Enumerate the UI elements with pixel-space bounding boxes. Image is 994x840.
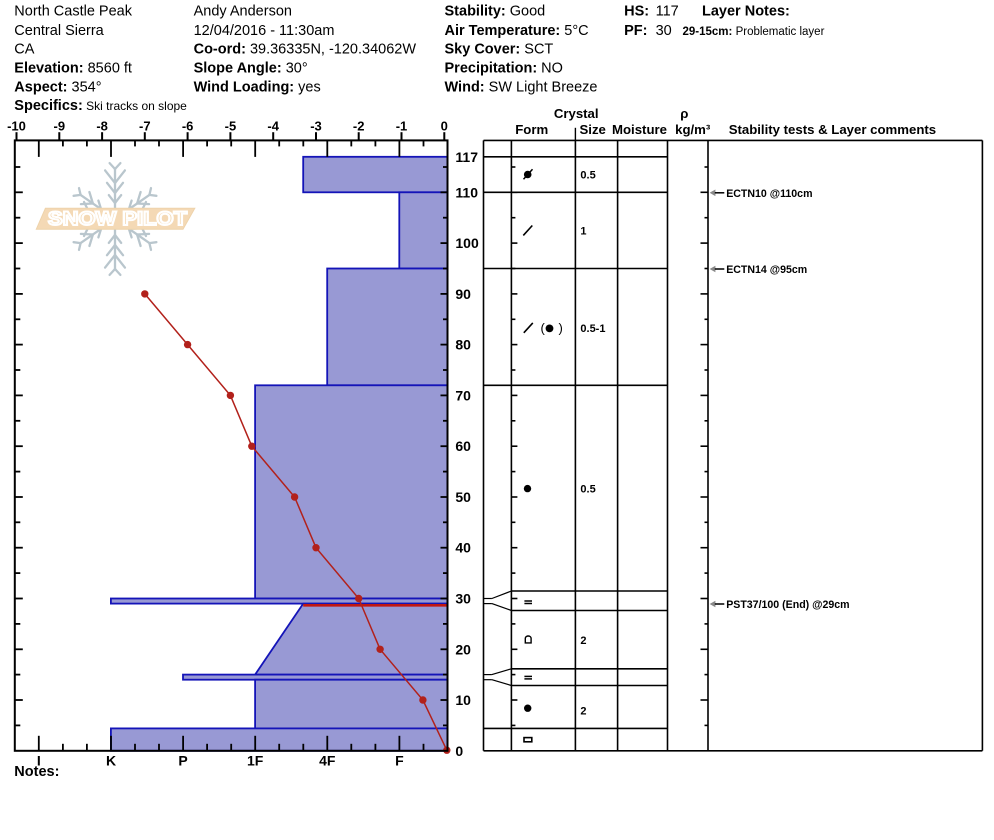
- svg-text:0.5: 0.5: [580, 170, 595, 182]
- svg-text:0: 0: [455, 743, 463, 759]
- svg-text:I: I: [37, 752, 41, 768]
- svg-text:Sky Cover: SCT: Sky Cover: SCT: [445, 42, 554, 58]
- svg-text:-7: -7: [139, 118, 151, 133]
- svg-text:Precipitation: NO: Precipitation: NO: [445, 61, 563, 77]
- svg-text:-1: -1: [396, 118, 408, 133]
- svg-text:Size: Size: [580, 122, 606, 137]
- svg-text:0.5-1: 0.5-1: [580, 323, 605, 335]
- svg-text:Notes:: Notes:: [14, 764, 59, 780]
- svg-text:Elevation: 8560 ft: Elevation: 8560 ft: [14, 61, 132, 77]
- svg-text:4F: 4F: [319, 752, 336, 768]
- svg-text:Stability tests & Layer commen: Stability tests & Layer comments: [729, 122, 936, 137]
- svg-text:Moisture: Moisture: [612, 122, 667, 137]
- svg-text:Wind: SW Light Breeze: Wind: SW Light Breeze: [445, 80, 598, 96]
- svg-text:North Castle Peak: North Castle Peak: [14, 4, 132, 20]
- svg-text:80: 80: [455, 337, 471, 353]
- svg-text:0.5: 0.5: [580, 484, 595, 496]
- svg-text:ρ: ρ: [680, 106, 688, 121]
- svg-text:40: 40: [455, 540, 471, 556]
- svg-text:29-15cm: Problematic layer: 29-15cm: Problematic layer: [683, 26, 825, 38]
- svg-text:Layer Notes:: Layer Notes:: [702, 4, 790, 20]
- svg-text:50: 50: [455, 489, 471, 505]
- svg-text:(: (: [541, 321, 546, 336]
- svg-text:10: 10: [455, 692, 471, 708]
- svg-text:117: 117: [455, 149, 478, 165]
- svg-text:30: 30: [455, 591, 471, 607]
- svg-text:2: 2: [580, 706, 586, 718]
- svg-text:Co-ord: 39.36335N, -120.34062W: Co-ord: 39.36335N, -120.34062W: [194, 42, 417, 58]
- svg-text:Crystal: Crystal: [554, 106, 599, 121]
- svg-text:PF:: PF:: [624, 23, 647, 39]
- svg-text:Air Temperature: 5°C: Air Temperature: 5°C: [445, 23, 589, 39]
- svg-text:60: 60: [455, 438, 471, 454]
- svg-text:P: P: [178, 752, 187, 768]
- svg-text:K: K: [106, 752, 116, 768]
- svg-text:1: 1: [580, 225, 586, 237]
- svg-text:-10: -10: [7, 118, 26, 133]
- svg-text:-5: -5: [225, 118, 237, 133]
- svg-text:CA: CA: [14, 42, 34, 58]
- svg-text:100: 100: [455, 235, 479, 251]
- svg-text:20: 20: [455, 641, 471, 657]
- svg-text:12/04/2016 - 11:30am: 12/04/2016 - 11:30am: [194, 23, 335, 39]
- svg-text:-6: -6: [182, 118, 194, 133]
- svg-text:kg/m³: kg/m³: [675, 122, 711, 137]
- svg-text:Central Sierra: Central Sierra: [14, 23, 104, 39]
- svg-text:Aspect: 354°: Aspect: 354°: [14, 80, 101, 96]
- svg-text:30: 30: [656, 23, 672, 39]
- svg-text:Specifics: Ski tracks on slope: Specifics: Ski tracks on slope: [14, 98, 187, 114]
- svg-text:Form: Form: [515, 122, 548, 137]
- svg-text:ECTN10 @110cm: ECTN10 @110cm: [726, 188, 812, 200]
- svg-text:Slope Angle: 30°: Slope Angle: 30°: [194, 61, 308, 77]
- svg-text:-3: -3: [310, 118, 322, 133]
- svg-text:PST37/100 (End) @29cm: PST37/100 (End) @29cm: [726, 599, 849, 611]
- svg-text:-4: -4: [267, 118, 279, 133]
- svg-text:Andy Anderson: Andy Anderson: [194, 4, 292, 20]
- svg-text:70: 70: [455, 387, 471, 403]
- svg-text:-2: -2: [353, 118, 365, 133]
- svg-text:90: 90: [455, 286, 471, 302]
- svg-text:2: 2: [580, 635, 586, 647]
- svg-text:SNOW PILOT: SNOW PILOT: [48, 209, 187, 230]
- svg-text:-8: -8: [96, 118, 108, 133]
- svg-text:0: 0: [441, 118, 448, 133]
- svg-text:117: 117: [656, 4, 679, 20]
- svg-text:Wind Loading: yes: Wind Loading: yes: [194, 80, 321, 96]
- svg-text:): ): [559, 321, 563, 336]
- svg-text:Stability: Good: Stability: Good: [445, 4, 546, 20]
- svg-text:F: F: [395, 752, 404, 768]
- svg-text:ECTN14 @95cm: ECTN14 @95cm: [726, 264, 807, 276]
- svg-text:-9: -9: [54, 118, 66, 133]
- svg-text:110: 110: [455, 184, 478, 200]
- svg-text:1F: 1F: [247, 752, 264, 768]
- svg-text:HS:: HS:: [624, 4, 649, 20]
